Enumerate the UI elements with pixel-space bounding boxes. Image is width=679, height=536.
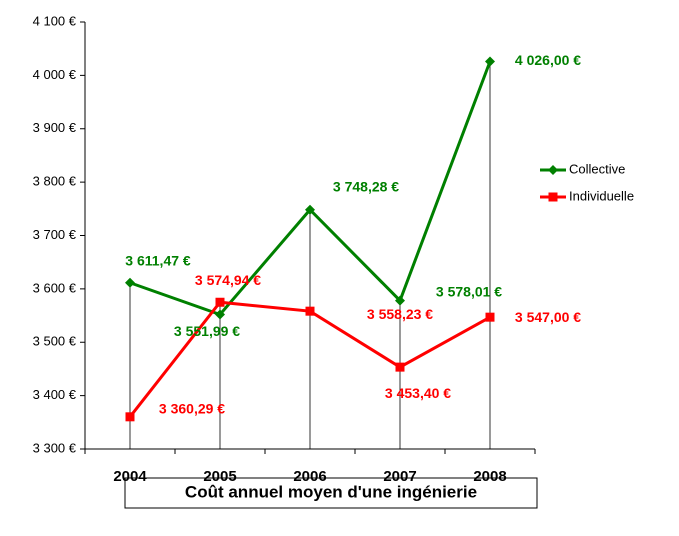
legend-label: Individuelle <box>569 188 634 203</box>
marker <box>305 306 315 316</box>
data-label: 3 611,47 € <box>125 252 191 268</box>
chart-title: Coût annuel moyen d'une ingénierie <box>185 482 477 501</box>
marker <box>485 312 495 322</box>
y-tick-label: 3 400 € <box>33 387 77 402</box>
data-label: 3 578,01 € <box>436 283 502 299</box>
marker <box>395 362 405 372</box>
marker <box>125 412 135 422</box>
marker <box>395 295 405 306</box>
y-tick-label: 4 000 € <box>33 67 77 82</box>
legend-label: Collective <box>569 161 625 176</box>
data-label: 3 360,29 € <box>159 401 225 417</box>
data-label: 3 558,23 € <box>367 306 433 322</box>
marker <box>215 297 225 307</box>
y-tick-label: 3 900 € <box>33 120 77 135</box>
y-tick-label: 3 800 € <box>33 174 77 189</box>
y-tick-label: 3 500 € <box>33 334 77 349</box>
x-tick-label: 2005 <box>203 468 236 485</box>
marker <box>215 309 225 320</box>
y-tick-label: 3 600 € <box>33 280 77 295</box>
marker <box>305 204 315 215</box>
x-tick-label: 2004 <box>113 468 147 485</box>
marker <box>125 277 135 288</box>
data-label: 3 574,94 € <box>195 272 261 288</box>
marker <box>548 192 558 202</box>
y-tick-label: 3 300 € <box>33 440 77 455</box>
title-box <box>124 477 538 509</box>
marker <box>548 165 558 175</box>
data-label: 3 547,00 € <box>515 309 581 325</box>
data-label: 3 748,28 € <box>333 178 399 194</box>
x-tick-label: 2008 <box>473 468 506 485</box>
data-label: 3 551,99 € <box>174 323 240 339</box>
marker <box>485 56 495 67</box>
y-tick-label: 4 100 € <box>33 13 77 28</box>
x-tick-label: 2006 <box>293 468 326 485</box>
x-tick-label: 2007 <box>383 468 416 485</box>
data-label: 4 026,00 € <box>515 52 581 68</box>
y-tick-label: 3 700 € <box>33 227 77 242</box>
data-label: 3 453,40 € <box>385 385 451 401</box>
